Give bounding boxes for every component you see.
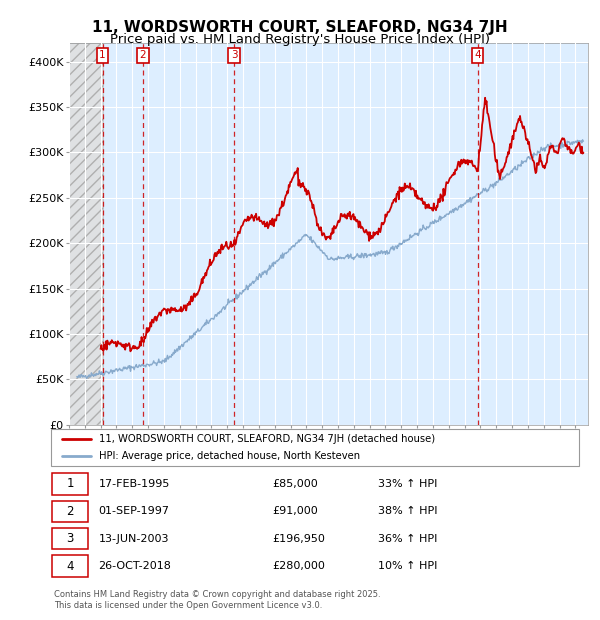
Text: This data is licensed under the Open Government Licence v3.0.: This data is licensed under the Open Gov… [54, 601, 322, 611]
Text: 11, WORDSWORTH COURT, SLEAFORD, NG34 7JH: 11, WORDSWORTH COURT, SLEAFORD, NG34 7JH [92, 20, 508, 35]
FancyBboxPatch shape [52, 556, 88, 577]
Text: 2: 2 [66, 505, 74, 518]
Text: 3: 3 [231, 50, 238, 60]
Text: 26-OCT-2018: 26-OCT-2018 [98, 561, 172, 571]
Text: 2: 2 [140, 50, 146, 60]
Text: HPI: Average price, detached house, North Kesteven: HPI: Average price, detached house, Nort… [98, 451, 359, 461]
Text: £91,000: £91,000 [273, 507, 319, 516]
Text: 38% ↑ HPI: 38% ↑ HPI [379, 507, 438, 516]
Text: 01-SEP-1997: 01-SEP-1997 [98, 507, 170, 516]
Text: Contains HM Land Registry data © Crown copyright and database right 2025.: Contains HM Land Registry data © Crown c… [54, 590, 380, 600]
FancyBboxPatch shape [52, 528, 88, 549]
Text: 17-FEB-1995: 17-FEB-1995 [98, 479, 170, 489]
Text: 11, WORDSWORTH COURT, SLEAFORD, NG34 7JH (detached house): 11, WORDSWORTH COURT, SLEAFORD, NG34 7JH… [98, 434, 434, 444]
Text: 13-JUN-2003: 13-JUN-2003 [98, 534, 169, 544]
Bar [69, 43, 103, 425]
Text: £196,950: £196,950 [273, 534, 326, 544]
Text: 3: 3 [67, 532, 74, 545]
Text: Price paid vs. HM Land Registry's House Price Index (HPI): Price paid vs. HM Land Registry's House … [110, 33, 490, 46]
Text: 4: 4 [474, 50, 481, 60]
Text: £85,000: £85,000 [273, 479, 319, 489]
FancyBboxPatch shape [52, 500, 88, 522]
Text: 10% ↑ HPI: 10% ↑ HPI [379, 561, 438, 571]
Text: 1: 1 [66, 477, 74, 490]
Text: £280,000: £280,000 [273, 561, 326, 571]
Text: 33% ↑ HPI: 33% ↑ HPI [379, 479, 438, 489]
FancyBboxPatch shape [52, 473, 88, 495]
Text: 1: 1 [99, 50, 106, 60]
Text: 36% ↑ HPI: 36% ↑ HPI [379, 534, 438, 544]
Text: 4: 4 [66, 560, 74, 573]
